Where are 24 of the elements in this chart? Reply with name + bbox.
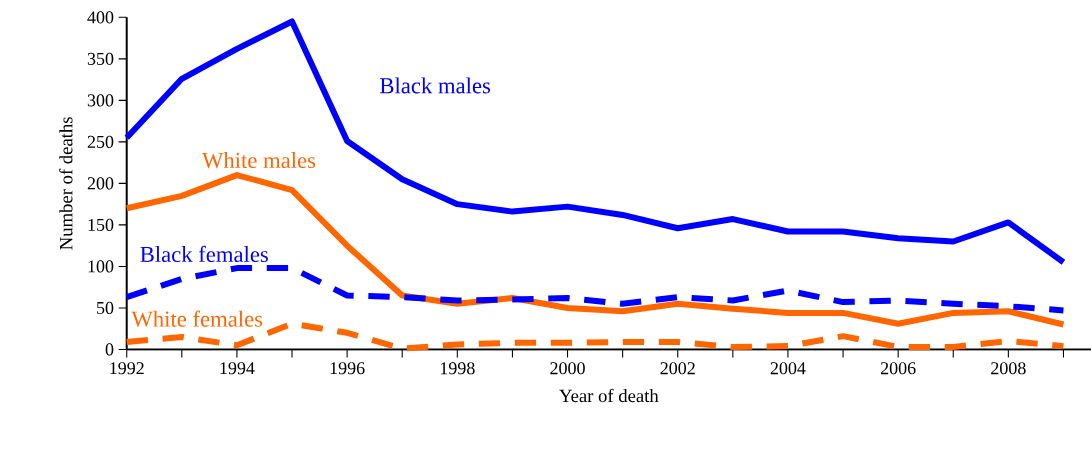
series-label: Black females xyxy=(140,245,268,262)
x-tick-label: 2004 xyxy=(770,361,806,375)
series-label: White males xyxy=(202,151,316,168)
y-axis-title: Number of deaths xyxy=(59,116,73,250)
x-tick-label: 1992 xyxy=(110,361,144,375)
x-tick-label: 2008 xyxy=(991,361,1026,375)
y-tick-label: 350 xyxy=(87,52,114,65)
y-tick-label: 400 xyxy=(87,11,114,24)
x-tick-label: 2000 xyxy=(550,361,585,375)
y-tick-label: 0 xyxy=(105,343,114,356)
series-label: White females xyxy=(131,310,263,327)
x-tick-label: 1998 xyxy=(440,361,475,375)
y-tick-label: 300 xyxy=(87,94,114,107)
x-tick-label: 2002 xyxy=(660,361,695,375)
y-tick-label: 150 xyxy=(88,218,114,231)
x-tick-label: 1996 xyxy=(330,361,365,375)
x-tick-label: 2006 xyxy=(880,361,916,375)
y-tick-label: 100 xyxy=(88,260,114,273)
y-tick-label: 50 xyxy=(97,301,114,314)
y-tick-label: 250 xyxy=(87,135,114,148)
x-axis-title: Year of death xyxy=(559,388,659,402)
x-tick-label: 1994 xyxy=(220,361,255,375)
text: Black males xyxy=(380,77,491,94)
y-tick-label: 200 xyxy=(87,177,114,190)
